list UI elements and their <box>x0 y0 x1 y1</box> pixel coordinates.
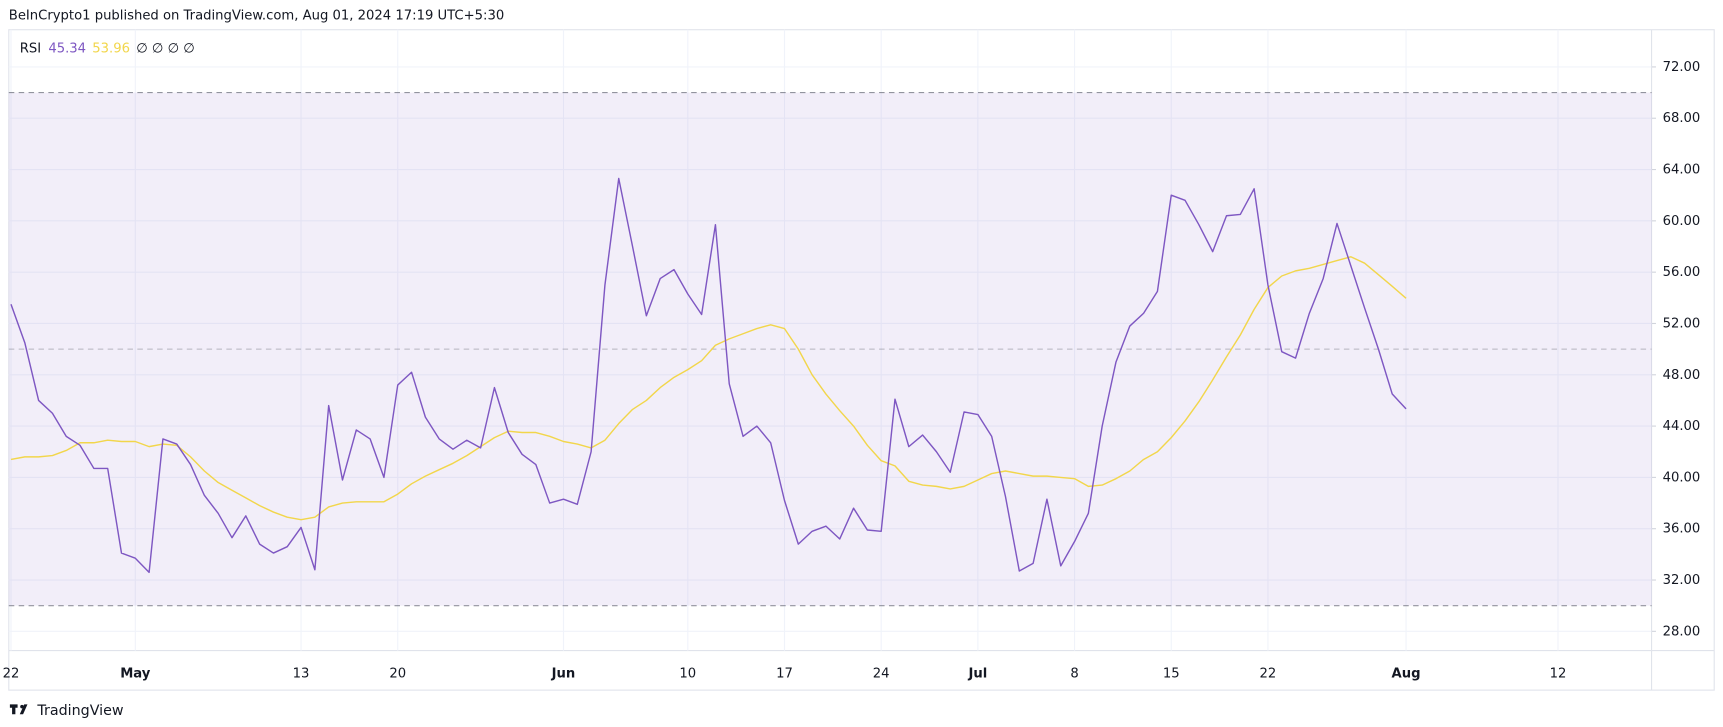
header: BeInCrypto1 published on TradingView.com… <box>9 8 504 23</box>
x-tick-label: Aug <box>1392 667 1421 682</box>
y-tick-label: 64.00 <box>1663 163 1701 178</box>
legend-extra: ∅ ∅ ∅ ∅ <box>136 41 194 56</box>
y-tick-label: 72.00 <box>1663 60 1701 75</box>
y-tick-label: 68.00 <box>1663 111 1701 126</box>
x-tick-label: 8 <box>1070 667 1078 682</box>
frame <box>8 29 1715 691</box>
x-tick-label: 22 <box>1260 667 1277 682</box>
y-tick-label: 48.00 <box>1663 368 1701 383</box>
legend-indicator: RSI <box>20 41 41 56</box>
x-tick-label: 24 <box>873 667 890 682</box>
lines <box>10 177 1407 574</box>
x-tick-label: 22 <box>3 667 20 682</box>
y-tick-label: 44.00 <box>1663 419 1701 434</box>
bands <box>8 92 1652 607</box>
x-tick-label: 13 <box>293 667 310 682</box>
x-tick-label: Jun <box>551 667 576 682</box>
series-line <box>10 256 1407 521</box>
series-line <box>10 177 1407 574</box>
footer-logo: TradingView <box>9 703 124 719</box>
grid <box>8 29 1652 651</box>
legend: RSI 45.34 53.96 ∅ ∅ ∅ ∅ <box>20 41 195 56</box>
x-tick-label: 20 <box>389 667 406 682</box>
y-tick-label: 32.00 <box>1663 573 1701 588</box>
y-tick-label: 52.00 <box>1663 316 1701 331</box>
y-tick-label: 40.00 <box>1663 470 1701 485</box>
y-tick-label: 36.00 <box>1663 522 1701 537</box>
x-tick-label: 17 <box>776 667 793 682</box>
labels: 28.00 32.00 36.00 40.00 44.00 48.00 52.00 56.00… <box>3 60 1701 682</box>
legend-value: 45.34 <box>48 41 86 56</box>
y-tick-label: 28.00 <box>1663 624 1701 639</box>
logo-mark <box>9 704 28 715</box>
x-tick-label: May <box>120 667 151 682</box>
logo-dot <box>20 704 24 709</box>
x-tick-label: 12 <box>1550 667 1567 682</box>
y-tick-label: 56.00 <box>1663 265 1701 280</box>
x-tick-label: 15 <box>1163 667 1180 682</box>
x-tick-label: 10 <box>679 667 696 682</box>
footer: TradingView <box>36 703 124 719</box>
legend-value: 53.96 <box>92 41 130 56</box>
x-tick-label: Jul <box>967 667 987 682</box>
y-tick-label: 60.00 <box>1663 214 1701 229</box>
